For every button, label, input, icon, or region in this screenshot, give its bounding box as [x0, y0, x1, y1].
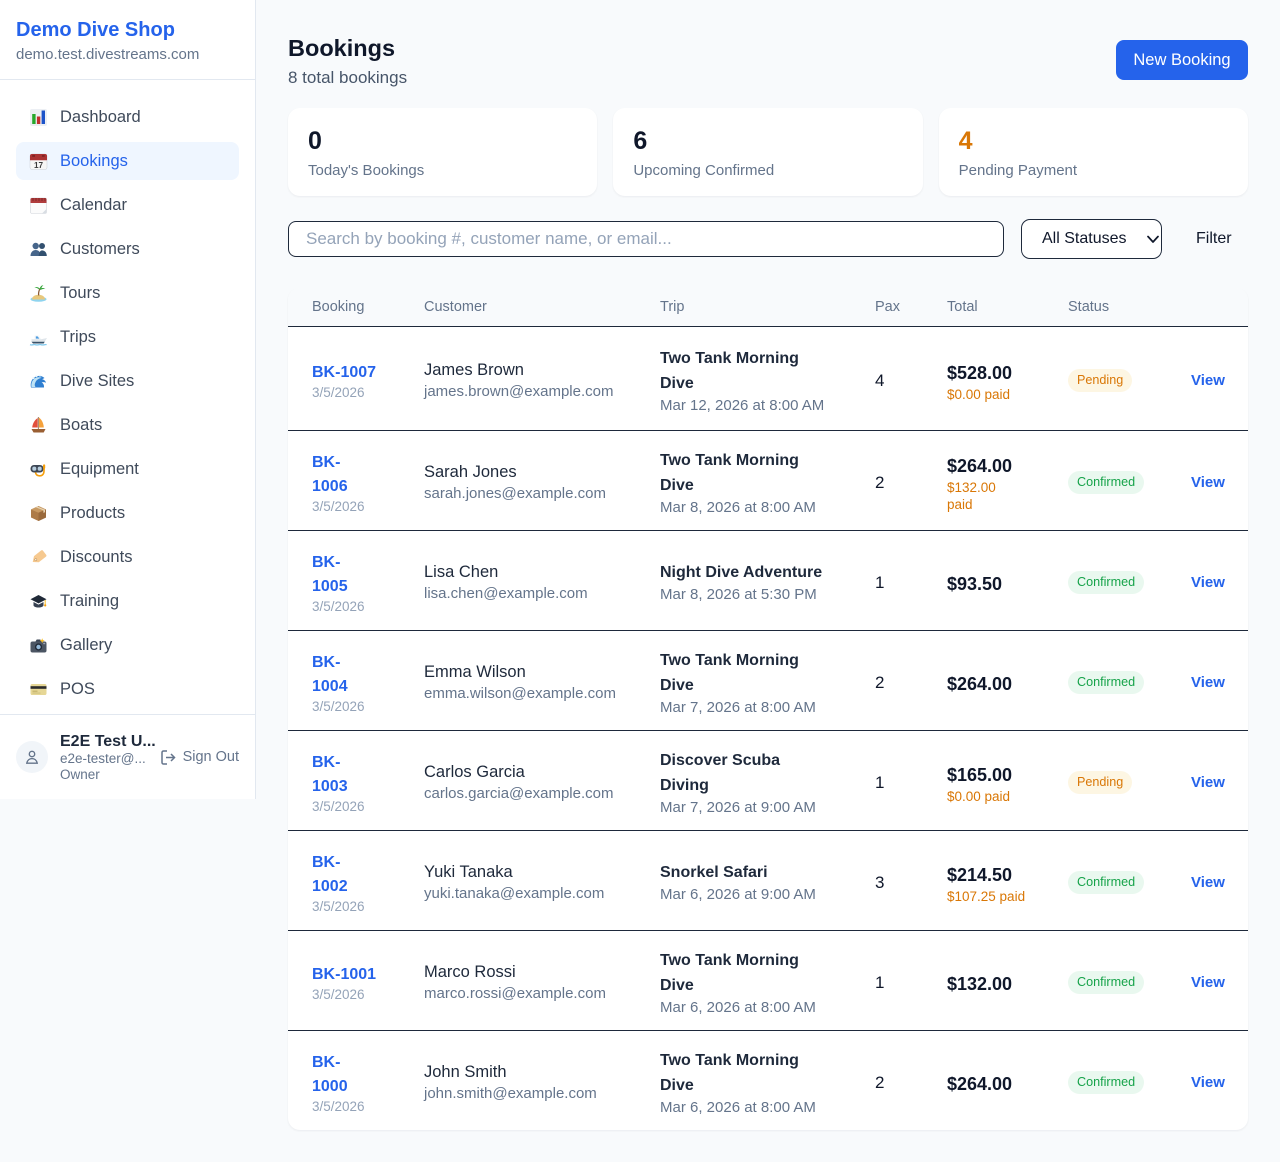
svg-text:17: 17: [34, 160, 44, 169]
